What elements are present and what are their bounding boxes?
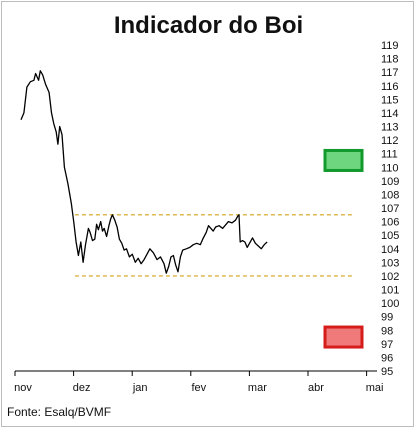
y-tick-label: 103 xyxy=(381,257,399,269)
y-tick-label: 104 xyxy=(381,244,399,256)
y-tick-label: 101 xyxy=(381,285,399,297)
y-tick-label: 109 xyxy=(381,176,399,188)
y-tick-label: 111 xyxy=(381,149,398,161)
series-line-0 xyxy=(20,70,268,274)
green-target-marker xyxy=(323,148,364,172)
y-tick-label: 106 xyxy=(381,217,399,229)
y-tick-label: 96 xyxy=(381,352,393,364)
y-tick-label: 102 xyxy=(381,271,399,283)
x-tick-label: mar xyxy=(248,382,267,394)
x-tick-label: mai xyxy=(366,382,384,394)
y-tick-label: 118 xyxy=(381,54,399,66)
y-tick-label: 97 xyxy=(381,339,393,351)
y-tick-label: 107 xyxy=(381,203,399,215)
y-tick-label: 99 xyxy=(381,312,393,324)
chart-title: Indicador do Boi xyxy=(113,12,304,39)
x-tick-label: fev xyxy=(191,382,206,394)
y-tick-label: 119 xyxy=(381,40,399,52)
x-tick-label: nov xyxy=(14,382,32,394)
y-tick-label: 115 xyxy=(381,94,399,106)
y-tick-label: 98 xyxy=(381,325,393,337)
y-tick-label: 114 xyxy=(381,108,399,120)
y-tick-label: 110 xyxy=(381,162,399,174)
y-tick-label: 100 xyxy=(381,298,399,310)
y-tick-label: 113 xyxy=(381,122,399,134)
x-tick-label: dez xyxy=(73,382,91,394)
x-tick-label: jan xyxy=(132,382,148,394)
y-tick-label: 95 xyxy=(381,366,393,378)
y-tick-label: 105 xyxy=(381,230,399,242)
x-tick-label: abr xyxy=(308,382,324,394)
y-tick-label: 108 xyxy=(381,189,399,201)
y-tick-label: 117 xyxy=(381,67,399,79)
red-target-marker xyxy=(323,325,364,349)
chart-source: Fonte: Esalq/BVMF xyxy=(7,405,112,419)
y-tick-label: 112 xyxy=(381,135,399,147)
y-tick-label: 116 xyxy=(381,81,399,93)
